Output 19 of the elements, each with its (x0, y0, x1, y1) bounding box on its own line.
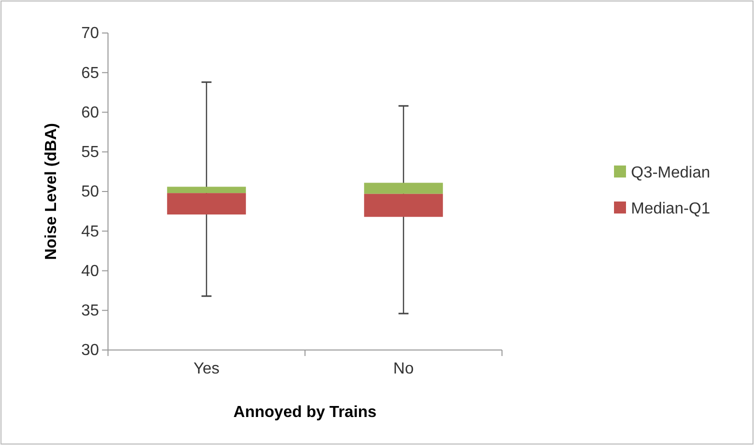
bar (364, 182, 443, 194)
y-axis-title: Noise Level (dBA) (43, 123, 60, 260)
x-tick-label: Yes (193, 360, 220, 378)
y-tick-label: 70 (81, 25, 100, 42)
x-axis-title: Annoyed by Trains (233, 404, 377, 421)
bar (364, 194, 443, 217)
y-tick-label: 55 (81, 144, 100, 161)
y-tick-label: 45 (81, 223, 100, 240)
y-tick-label: 50 (81, 184, 100, 201)
legend-label: Median-Q1 (631, 200, 710, 218)
y-tick-label: 35 (81, 302, 100, 320)
x-tick-label: No (393, 360, 414, 378)
y-tick-label: 60 (81, 104, 100, 122)
bar (167, 193, 246, 214)
y-tick-label: 40 (81, 262, 100, 280)
y-tick-label: 65 (81, 64, 100, 82)
legend-label: Q3-Median (631, 164, 710, 182)
y-tick-label: 30 (81, 342, 100, 360)
bar (167, 186, 246, 194)
